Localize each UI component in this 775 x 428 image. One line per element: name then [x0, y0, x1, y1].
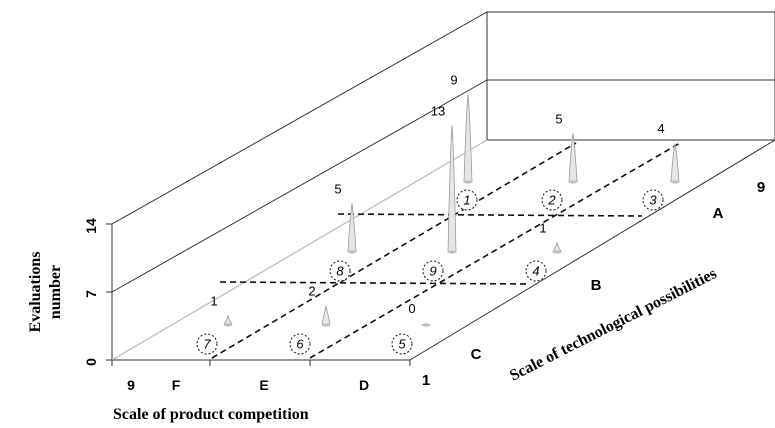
cell-marker-circle-3: [642, 189, 664, 211]
y-axis-title-line2: number: [47, 265, 64, 319]
bar-cell-3: [670, 143, 680, 183]
cell-marker-id-4: 4: [532, 264, 539, 279]
value-label-cell-8: 5: [334, 181, 341, 196]
cell-marker-id-6: 6: [296, 337, 304, 352]
cell-marker-circle-6: [289, 333, 311, 355]
cell-marker-id-9: 9: [429, 264, 436, 279]
bar-cell-8: [347, 203, 357, 253]
cell-marker-id-7: 7: [203, 337, 211, 352]
bar-base-cell-2: [569, 180, 577, 184]
z-tick-label-1: B: [591, 277, 602, 294]
x-tick-label-4: 1: [422, 372, 430, 389]
floor-back-diagonal: [111, 139, 488, 361]
bar-cell-4: [552, 242, 562, 253]
x-tick-label-3: D: [359, 377, 369, 393]
cell-marker-circle-2: [541, 189, 563, 211]
cell-marker-id-5: 5: [398, 337, 406, 352]
bar-cell-7: [223, 315, 233, 326]
cell-marker-circle-8: [329, 260, 351, 282]
cell-marker-id-8: 8: [336, 264, 344, 279]
value-label-cell-3: 4: [657, 121, 664, 136]
cell-marker-circle-9: [422, 260, 444, 282]
bar-base-cell-8: [348, 250, 356, 254]
cell-marker-circle-4: [525, 260, 547, 282]
z-tick-label-0: C: [471, 346, 482, 363]
z-tick-labels: C B A 9: [471, 179, 766, 363]
x-tick-labels: 9 F E D 1: [127, 372, 430, 393]
x-tick-label-2: E: [259, 377, 268, 393]
value-label-cell-5: 0: [408, 301, 415, 316]
bar-cell-6: [321, 305, 331, 326]
z-tick-label-3: 9: [757, 179, 765, 196]
x-axis-title: Scale of product competition: [113, 406, 309, 423]
y-tick-label-2: 14: [83, 218, 99, 234]
chart-bars: [223, 94, 680, 327]
cell-id-markers: 1 2 38 9 47 6 5: [196, 189, 664, 355]
bar-cell-9: [447, 125, 457, 253]
region-dashed-lines: [211, 142, 681, 359]
bar-base-cell-7: [224, 323, 232, 327]
bar-base-cell-1: [464, 180, 472, 184]
dashed-horizontal-2: [337, 213, 643, 217]
y-tick-labels: 0 7 14: [83, 218, 99, 366]
bar-base-cell-9: [448, 250, 456, 254]
x-tick-label-0: 9: [127, 377, 135, 393]
cell-marker-id-3: 3: [649, 193, 657, 208]
bar-cell-2: [568, 133, 578, 183]
z-tick-label-2: A: [713, 205, 724, 222]
cell-marker-id-1: 1: [463, 193, 470, 208]
value-label-cell-2: 5: [555, 111, 562, 126]
cell-marker-id-2: 2: [547, 193, 556, 208]
value-label-cell-7: 1: [210, 293, 217, 308]
y-tick-label-0: 0: [83, 358, 99, 366]
bar-base-cell-3: [671, 180, 679, 184]
bar-base-cell-5: [422, 323, 430, 327]
bar-base-cell-6: [322, 323, 330, 327]
dashed-diagonal-1: [211, 142, 577, 359]
dashed-diagonal-2: [309, 142, 681, 359]
gridline-7-left: [111, 79, 488, 293]
x-tick-label-1: F: [172, 377, 181, 393]
floor-right-edge: [409, 139, 775, 361]
value-label-cell-6: 2: [308, 284, 315, 299]
z-axis-title: Scale of technological possibilities: [507, 265, 719, 384]
chart-walls: [106, 11, 775, 366]
cell-marker-circle-1: [456, 189, 478, 211]
back-wall-right: [486, 11, 775, 141]
y-tick-label-1: 7: [83, 290, 99, 298]
value-label-cell-9: 13: [431, 104, 445, 119]
dashed-horizontal-1: [219, 281, 529, 285]
cell-marker-circle-5: [391, 333, 413, 355]
bar-base-cell-4: [553, 250, 561, 254]
bar-cell-1: [463, 94, 473, 183]
cell-marker-circle-7: [196, 333, 218, 355]
y-axis-title-line1: Evaluations: [27, 252, 44, 333]
value-label-cell-1: 9: [450, 73, 457, 88]
value-label-cell-4: 1: [539, 220, 546, 235]
